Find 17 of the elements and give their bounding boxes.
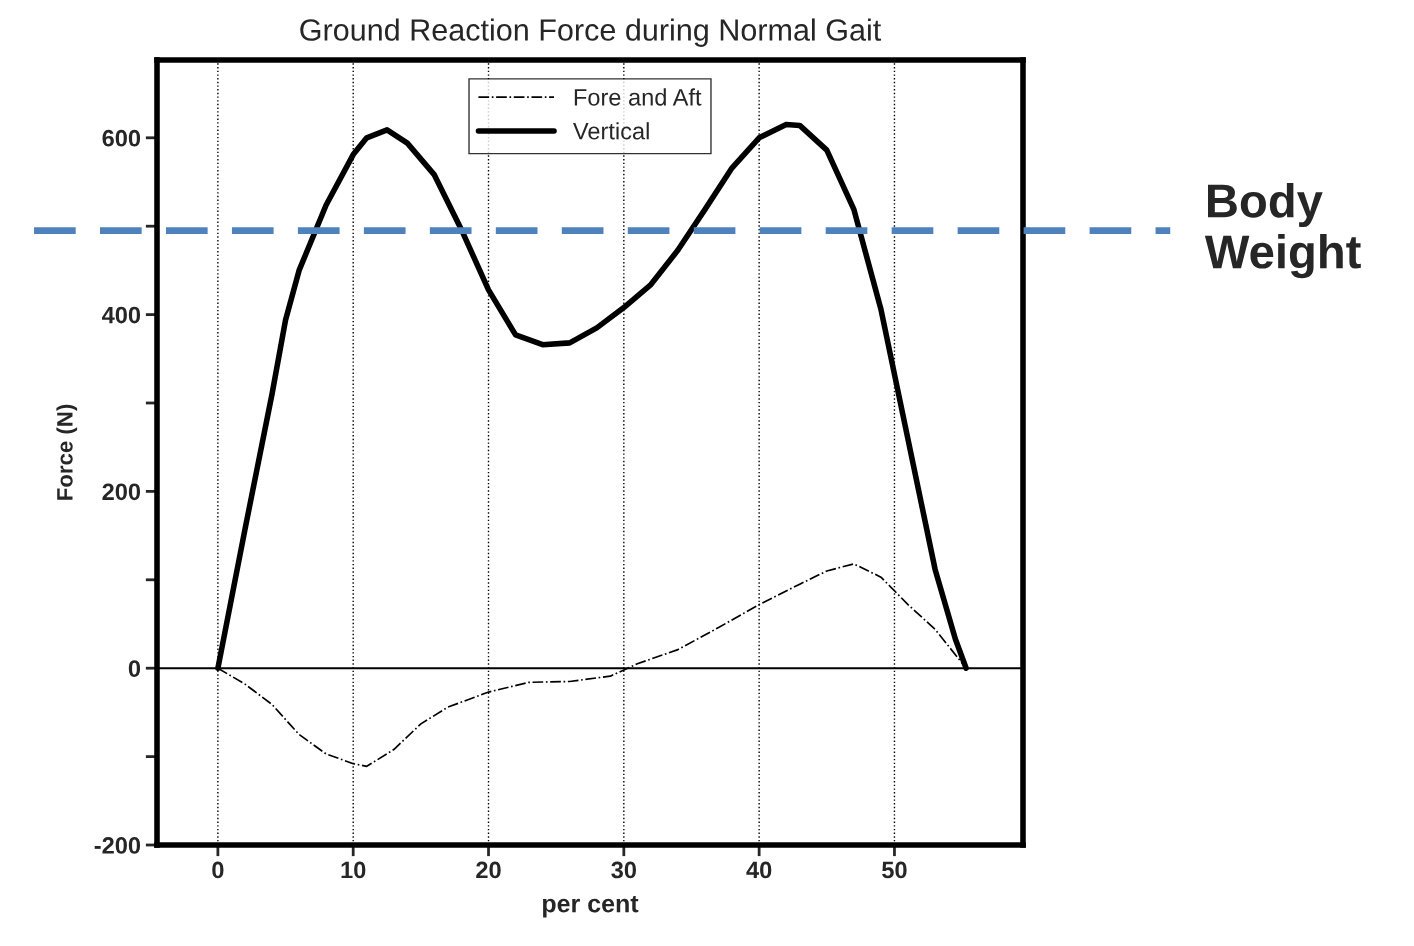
x-tick-label: 0	[212, 861, 224, 879]
y-tick-label: -200	[94, 837, 141, 854]
ref-line-label: Body Weight	[1204, 183, 1361, 279]
x-tick-label: 20	[476, 861, 501, 879]
y-tick-label: 0	[128, 660, 141, 677]
x-tick-label: 30	[611, 861, 636, 879]
legend-label: Fore and Aft	[574, 88, 702, 106]
x-tick-label: 10	[341, 861, 366, 879]
chart-title: Ground Reaction Force during Normal Gait	[300, 18, 882, 47]
x-axis-title: per cent	[543, 895, 639, 918]
y-axis-title: Force (N)	[56, 404, 78, 500]
y-tick-label: 400	[102, 306, 141, 324]
x-tick-label: 50	[882, 861, 907, 879]
y-tick-label: 200	[102, 483, 141, 501]
legend-label: Vertical	[573, 122, 649, 140]
y-tick-label: 600	[102, 129, 141, 147]
x-tick-label: 40	[746, 861, 772, 879]
